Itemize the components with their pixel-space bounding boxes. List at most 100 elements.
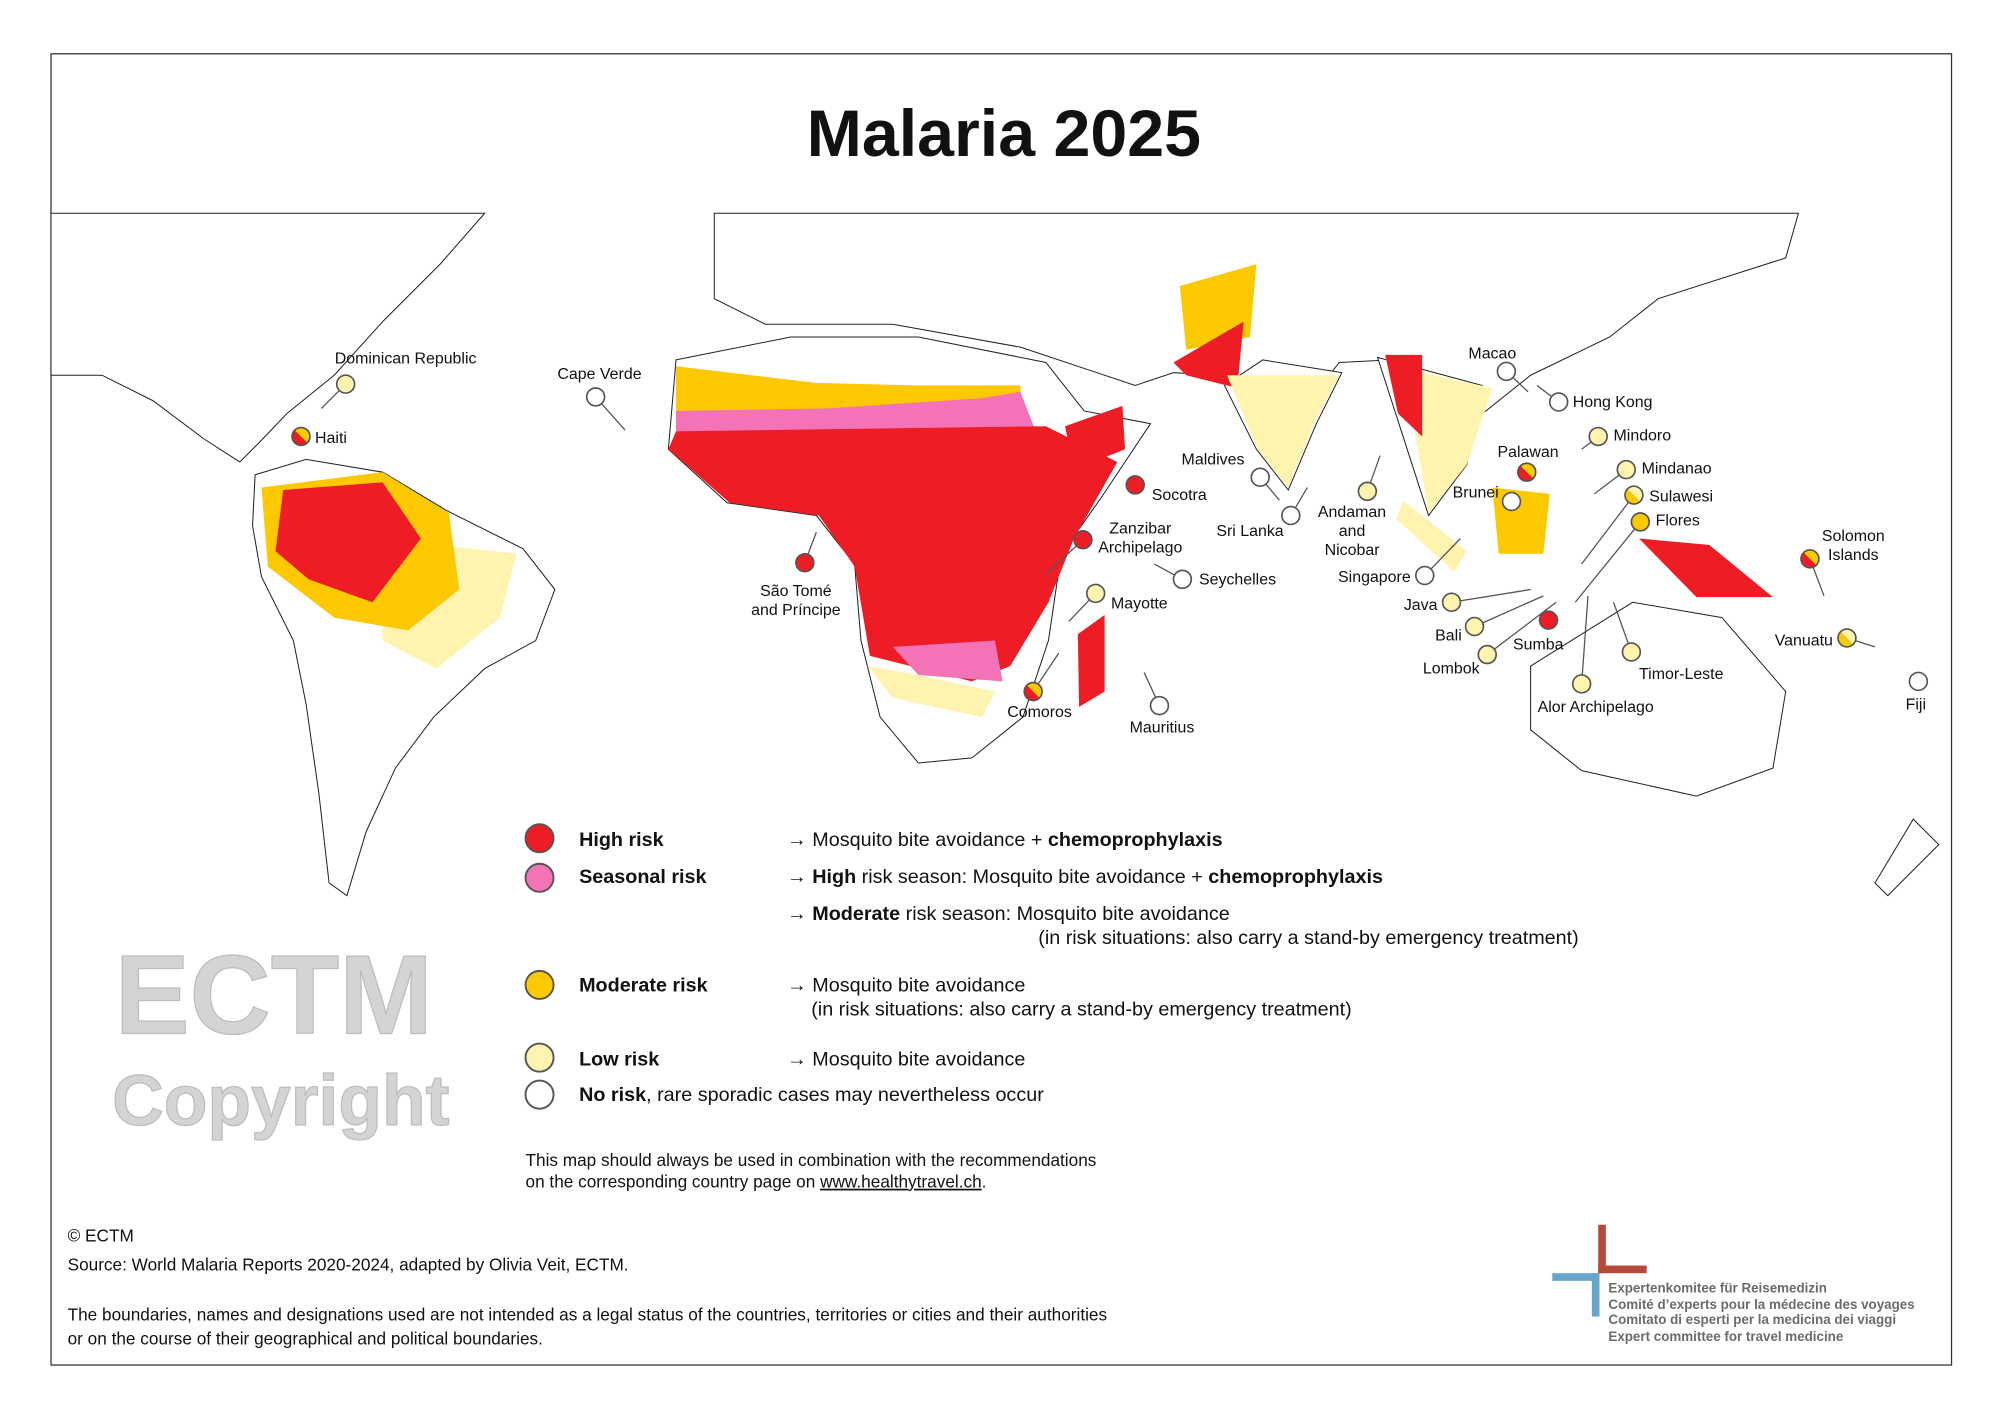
pakistan-high xyxy=(1173,321,1244,388)
island-hong-kong: Hong Kong xyxy=(1536,384,1652,412)
north-america xyxy=(50,212,486,463)
island-timor-leste: Timor-Leste xyxy=(1612,602,1724,683)
legend-swatch-seasonal xyxy=(524,862,555,893)
risk-marker xyxy=(1548,392,1569,412)
logo-red-foot xyxy=(1598,1265,1647,1274)
island-label: São Tomé xyxy=(760,583,832,600)
new-guinea-high xyxy=(1639,538,1773,598)
island-label: Andaman xyxy=(1318,504,1386,521)
island-label: Vanuatu xyxy=(1775,633,1833,650)
legend-swatch-high xyxy=(524,823,555,854)
risk-marker xyxy=(1172,569,1193,590)
island-label: Dominican Republic xyxy=(335,351,477,368)
island-label: Mindoro xyxy=(1614,427,1672,444)
island-label: Zanzibar xyxy=(1109,520,1172,537)
island-label: Fiji xyxy=(1906,696,1926,713)
island-comoros: Comoros xyxy=(1007,652,1072,721)
island-flores: Flores xyxy=(1574,512,1700,603)
watermark-ectm: ECTM xyxy=(115,931,433,1057)
legend-text-moderate-note: (in risk situations: also carry a stand-… xyxy=(811,999,1351,1021)
risk-marker xyxy=(1616,459,1637,480)
legend-label-moderate: Moderate risk xyxy=(579,974,709,996)
southern-africa-low xyxy=(867,666,995,718)
island-sulawesi: Sulawesi xyxy=(1581,485,1713,565)
risk-marker xyxy=(1357,481,1378,502)
island-label: and xyxy=(1339,523,1366,540)
risk-marker-ring xyxy=(1624,485,1644,505)
legend-text-none: No risk, rare sporadic cases may neverth… xyxy=(579,1084,1044,1106)
risk-marker xyxy=(585,387,606,407)
risk-marker xyxy=(1496,361,1517,382)
southern-africa-seasonal xyxy=(892,640,1003,682)
risk-marker xyxy=(1588,426,1608,447)
legend-swatch-low xyxy=(524,1042,555,1073)
risk-marker xyxy=(1125,475,1145,495)
risk-marker-half xyxy=(1837,631,1854,648)
source: Source: World Malaria Reports 2020-2024,… xyxy=(68,1255,629,1275)
island-java: Java xyxy=(1404,588,1531,614)
island-label: Islands xyxy=(1828,547,1879,564)
island-macao: Macao xyxy=(1468,346,1529,393)
risk-marker xyxy=(1414,565,1435,586)
risk-marker xyxy=(1073,530,1093,550)
note-line1: This map should always be used in combin… xyxy=(526,1150,1097,1170)
island-label: Singapore xyxy=(1338,569,1411,586)
risk-marker xyxy=(335,374,356,394)
africa-high xyxy=(668,426,1118,682)
risk-marker xyxy=(1477,644,1498,665)
risk-marker xyxy=(1441,592,1462,613)
logo-blue-stem xyxy=(1591,1273,1600,1317)
risk-marker-half xyxy=(1517,465,1534,482)
legend-text-moderate: → Mosquito bite avoidance xyxy=(787,974,1025,996)
island-label: Palawan xyxy=(1497,444,1558,461)
island-label: Sri Lanka xyxy=(1216,523,1283,540)
risk-marker-ring xyxy=(1800,549,1820,569)
legend-label-seasonal: Seasonal risk xyxy=(579,866,707,888)
map-title: Malaria 2025 xyxy=(807,97,1201,171)
island-label: Cape Verde xyxy=(557,366,641,383)
south-america-high xyxy=(275,482,421,603)
island-label: Mayotte xyxy=(1111,596,1168,613)
island-label: and Príncipe xyxy=(751,602,841,619)
leader-line xyxy=(1474,595,1544,628)
island-socotra: Socotra xyxy=(1125,475,1207,504)
risk-marker xyxy=(1571,674,1592,694)
risk-marker-ring xyxy=(1517,462,1537,482)
legend-swatch-none xyxy=(524,1079,555,1110)
island-label: Lombok xyxy=(1423,661,1480,678)
risk-marker-half xyxy=(1024,685,1040,701)
risk-marker xyxy=(1149,695,1170,716)
logo-text-fr: Comité d’experts pour la médecine des vo… xyxy=(1608,1297,1914,1312)
island-lombok: Lombok xyxy=(1423,601,1557,678)
southeast-asia-low xyxy=(1415,372,1493,513)
island-label: Seychelles xyxy=(1199,571,1276,588)
disclaimer-line2: or on the course of their geographical a… xyxy=(68,1329,543,1349)
leader-line xyxy=(1581,494,1635,565)
island-maldives: Maldives xyxy=(1182,452,1280,501)
australia xyxy=(1530,601,1787,797)
island-label: Mindanao xyxy=(1642,460,1712,477)
island-label: Mauritius xyxy=(1130,719,1195,736)
risk-marker xyxy=(1538,610,1559,630)
risk-marker-ring xyxy=(1837,628,1857,648)
island-label: Solomon xyxy=(1822,528,1885,545)
island-singapore: Singapore xyxy=(1338,538,1461,586)
risk-marker xyxy=(1250,467,1270,488)
island-brunei: Brunei xyxy=(1453,485,1522,512)
logo-red-bar xyxy=(1598,1224,1606,1274)
island-sumba: Sumba xyxy=(1513,610,1564,653)
island-s-o-tom-: São Tomé and Príncipe xyxy=(751,531,841,619)
risk-marker xyxy=(1464,616,1485,637)
risk-marker xyxy=(1908,671,1929,692)
healthytravel-link[interactable]: www.healthytravel.ch xyxy=(819,1172,982,1192)
island-alor-archipelago: Alor Archipelago xyxy=(1538,595,1654,716)
island-label: Macao xyxy=(1468,346,1516,363)
watermark: ECTM Copyright xyxy=(112,931,450,1142)
risk-marker xyxy=(1621,642,1642,662)
risk-marker-half xyxy=(1800,552,1817,568)
ectm-logo: Expertenkomitee für Reisemedizin Comité … xyxy=(1552,1224,1915,1344)
island-label: Alor Archipelago xyxy=(1538,699,1654,716)
island-markers: Dominican Republic Haiti Cape Verde São Tom… xyxy=(291,346,1929,736)
risk-marker xyxy=(795,552,815,573)
